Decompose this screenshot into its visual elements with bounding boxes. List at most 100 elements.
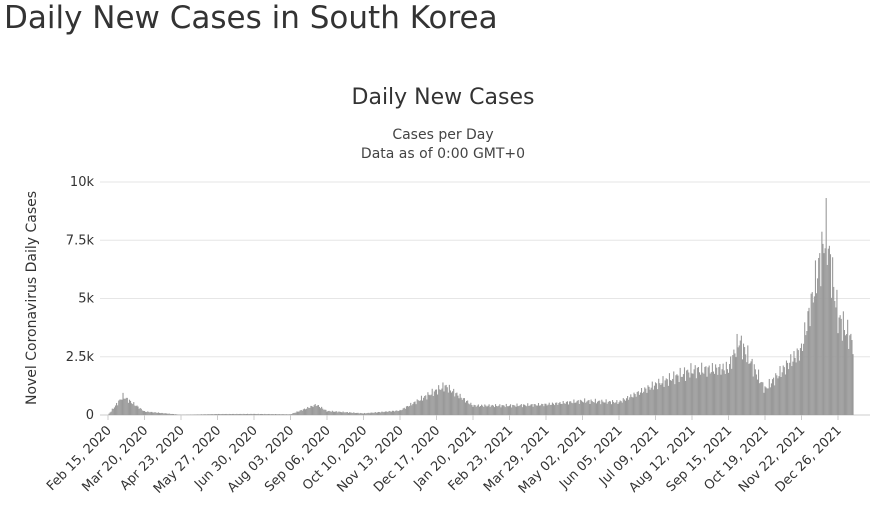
bar — [239, 413, 241, 415]
bar — [396, 410, 398, 415]
bar — [453, 388, 455, 415]
bar — [146, 411, 148, 415]
bar — [527, 403, 529, 415]
bar — [786, 362, 789, 415]
bar — [710, 372, 712, 415]
bar — [721, 369, 723, 415]
bar — [209, 414, 211, 415]
bar — [229, 414, 231, 415]
bar — [548, 402, 550, 415]
bar — [770, 383, 772, 415]
bar — [584, 398, 586, 415]
bar — [488, 404, 490, 415]
bar — [216, 414, 219, 415]
bar — [785, 360, 788, 415]
bar — [501, 405, 503, 415]
bar — [806, 331, 808, 415]
bar — [692, 373, 694, 415]
bar — [154, 412, 156, 415]
bar — [748, 363, 750, 415]
bar — [843, 330, 845, 415]
bar — [731, 368, 733, 415]
bar — [517, 406, 519, 415]
bar — [385, 411, 387, 415]
bar — [649, 389, 651, 415]
bar — [802, 351, 804, 415]
bar — [803, 343, 805, 415]
bar — [539, 405, 541, 415]
bar — [729, 364, 731, 415]
bar — [433, 391, 435, 415]
bar — [541, 403, 543, 415]
bar — [382, 411, 384, 415]
bar — [716, 367, 718, 415]
bar — [678, 382, 680, 415]
bar — [563, 403, 565, 415]
bar — [238, 414, 240, 415]
bar — [149, 412, 151, 415]
bar — [482, 405, 484, 415]
bar — [502, 405, 504, 415]
bar — [157, 412, 160, 415]
bar — [547, 404, 549, 415]
bar — [315, 406, 317, 415]
bar — [147, 411, 149, 415]
bar — [326, 411, 328, 415]
bar — [799, 348, 801, 415]
bar — [686, 370, 688, 415]
bar — [360, 413, 362, 415]
bar — [528, 405, 530, 415]
bar — [379, 412, 381, 415]
bar — [506, 406, 508, 415]
bar — [750, 361, 752, 415]
bar — [575, 402, 577, 415]
bar — [793, 351, 795, 415]
bar — [427, 392, 429, 415]
bar — [682, 374, 684, 415]
bar — [207, 414, 209, 415]
bar — [291, 414, 293, 415]
bar — [761, 381, 763, 415]
bar — [369, 413, 371, 415]
bar — [796, 348, 798, 415]
bar — [755, 374, 757, 415]
bar — [454, 396, 456, 415]
bar — [596, 401, 599, 415]
bar — [484, 404, 486, 415]
bar — [269, 414, 271, 415]
bar — [445, 384, 447, 415]
bar — [561, 404, 563, 415]
bar — [169, 413, 171, 415]
bar — [760, 382, 762, 415]
bar — [792, 361, 794, 415]
bar — [234, 414, 236, 415]
bar — [557, 404, 559, 415]
bar — [306, 408, 308, 415]
bar — [614, 403, 616, 415]
bar — [708, 365, 710, 415]
bar — [479, 406, 482, 415]
y-tick-label: 10k — [70, 175, 95, 190]
bar — [240, 413, 242, 415]
bar — [669, 380, 672, 415]
bar — [811, 292, 813, 415]
x-tick-label: Jun 05, 2021 — [556, 423, 626, 493]
bar — [274, 414, 277, 415]
bar — [661, 383, 663, 415]
bar — [578, 403, 580, 415]
bar — [667, 385, 669, 415]
bar — [727, 372, 730, 415]
bar — [113, 407, 115, 415]
bar — [609, 401, 611, 415]
bar — [774, 385, 776, 415]
bar — [123, 398, 125, 415]
bar — [466, 400, 468, 415]
bar — [537, 403, 540, 415]
bar — [775, 373, 777, 415]
bar — [534, 404, 536, 415]
bar — [536, 405, 538, 415]
bar — [118, 400, 120, 415]
bar — [201, 414, 204, 415]
bar — [236, 413, 238, 415]
bar — [126, 397, 128, 415]
